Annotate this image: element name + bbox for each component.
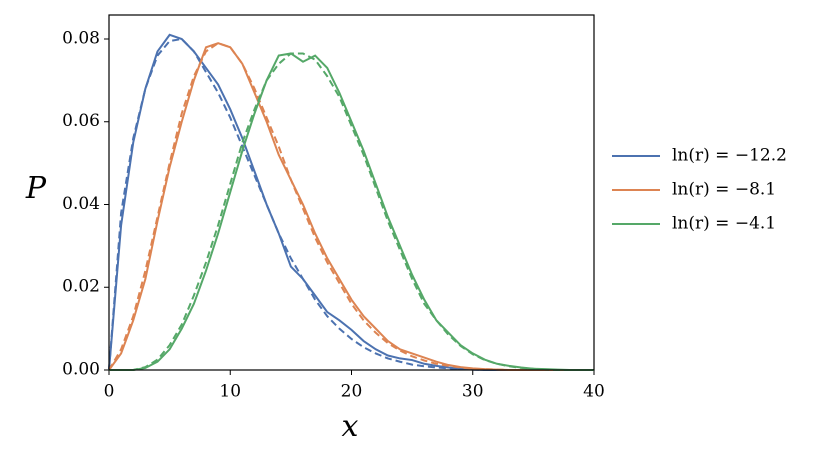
series-line xyxy=(108,37,594,371)
series-line xyxy=(108,42,594,371)
x-tick-label: 20 xyxy=(341,382,363,402)
x-tick-label: 10 xyxy=(219,382,241,402)
plot-frame xyxy=(108,14,595,371)
x-tick-label: 30 xyxy=(462,382,484,402)
y-tick-label: 0.04 xyxy=(62,194,100,214)
series-line xyxy=(109,52,594,371)
legend-label: ln(r) = −4.1 xyxy=(672,214,776,234)
x-tick-label: 0 xyxy=(104,382,115,402)
y-tick-label: 0.00 xyxy=(62,360,100,380)
y-tick-label: 0.06 xyxy=(62,111,100,131)
legend-label: ln(r) = −12.2 xyxy=(672,146,787,166)
y-tick-label: 0.02 xyxy=(62,277,100,297)
legend-label: ln(r) = −8.1 xyxy=(672,180,776,200)
y-axis-label: P xyxy=(25,171,47,206)
series-line xyxy=(109,52,594,371)
series-line xyxy=(108,33,594,371)
x-axis-label: x xyxy=(342,409,359,444)
series-line xyxy=(108,42,594,371)
x-tick-label: 40 xyxy=(583,382,605,402)
y-tick-label: 0.08 xyxy=(62,28,100,48)
